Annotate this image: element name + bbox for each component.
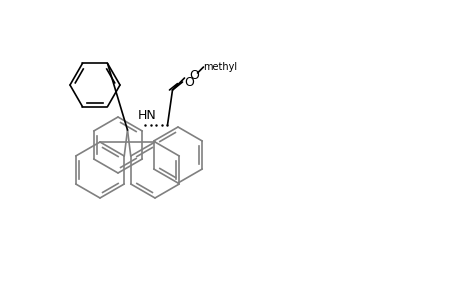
Text: methyl: methyl — [203, 62, 237, 72]
Text: HN: HN — [137, 109, 156, 122]
Text: O: O — [189, 68, 199, 82]
Text: O: O — [184, 76, 194, 88]
